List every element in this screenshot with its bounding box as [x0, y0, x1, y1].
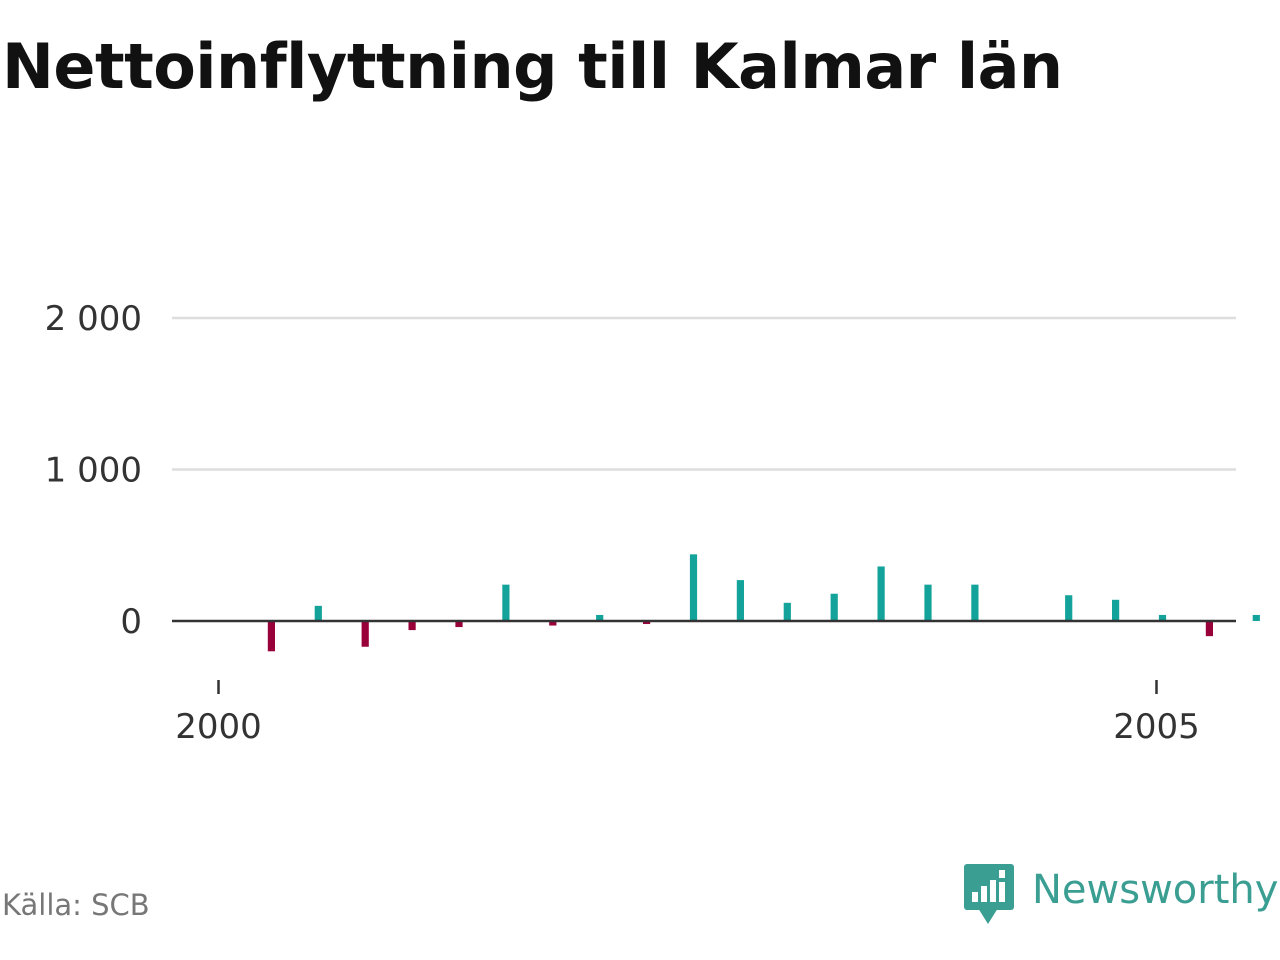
bar [1065, 595, 1073, 621]
bar [596, 614, 604, 621]
y-axis: 0 1 000 2 000 [45, 299, 142, 642]
bar [1112, 599, 1120, 621]
bar [830, 593, 838, 621]
bar [1158, 614, 1167, 621]
y-tick-label: 2 000 [45, 299, 142, 339]
bar [267, 621, 275, 652]
bar [643, 621, 651, 625]
bar [502, 584, 510, 621]
bar [736, 580, 744, 621]
source-note: Källa: SCB [2, 888, 150, 922]
bar [455, 621, 463, 628]
x-axis: 200020052010201520202025 [175, 680, 1200, 747]
x-tick-label: 2000 [175, 707, 262, 747]
chart-title: Nettoinflyttning till Kalmar län [2, 30, 1063, 103]
gridlines [172, 316, 1236, 471]
bar [689, 554, 698, 621]
bar [408, 621, 416, 631]
brand-logo[interactable]: Newsworthy [964, 864, 1278, 926]
bar [1252, 614, 1260, 621]
bar [971, 584, 979, 621]
y-tick-label: 0 [120, 602, 142, 642]
bar [877, 566, 885, 621]
bar [783, 602, 791, 621]
bars [267, 554, 1260, 652]
y-tick-label: 1 000 [45, 451, 142, 491]
brand-name: Newsworthy [1032, 867, 1279, 913]
bar [361, 621, 369, 647]
newsworthy-logo-icon [964, 864, 1014, 924]
bar [924, 584, 932, 621]
bar [314, 605, 322, 621]
bar [1205, 621, 1213, 637]
x-tick-label: 2005 [1113, 707, 1200, 747]
bar [549, 621, 557, 626]
